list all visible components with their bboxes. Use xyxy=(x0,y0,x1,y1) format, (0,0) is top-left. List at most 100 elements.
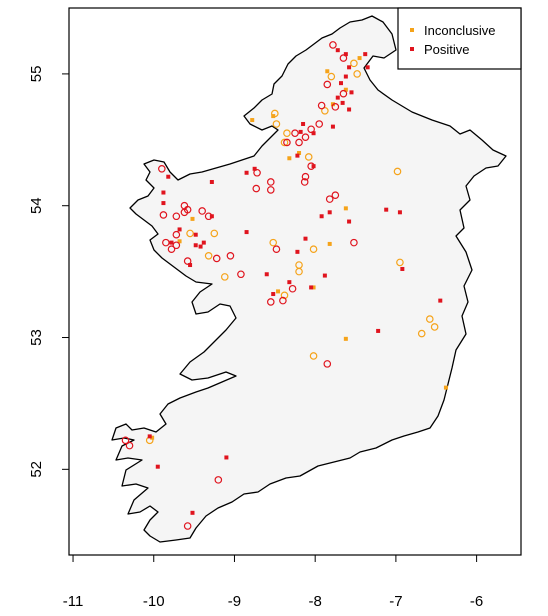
point-positive-filled xyxy=(347,107,352,112)
point-positive-filled xyxy=(147,434,152,439)
point-positive-hollow xyxy=(183,205,192,214)
point-positive-hollow xyxy=(159,211,168,219)
point-positive-hollow xyxy=(172,230,181,239)
point-positive-filled xyxy=(169,240,174,245)
point-positive-hollow xyxy=(158,165,166,173)
point-positive-filled xyxy=(335,95,340,100)
point-positive-filled xyxy=(343,52,348,57)
point-inconclusive-hollow xyxy=(350,59,358,68)
point-positive-hollow xyxy=(198,207,206,215)
point-positive-filled xyxy=(400,266,405,271)
point-positive-filled xyxy=(209,214,214,219)
point-positive-hollow xyxy=(300,178,309,186)
plot-frame xyxy=(68,7,522,556)
y-tick-label: 53 xyxy=(28,329,45,346)
point-inconclusive-filled xyxy=(343,87,348,92)
point-positive-hollow xyxy=(350,238,358,247)
point-inconclusive-hollow xyxy=(417,329,426,338)
point-positive-filled xyxy=(335,48,340,53)
point-positive-hollow xyxy=(331,191,340,199)
point-positive-hollow xyxy=(183,522,192,530)
point-inconclusive-hollow xyxy=(280,291,289,300)
point-positive-filled xyxy=(330,124,335,129)
point-positive-hollow xyxy=(301,172,310,181)
point-positive-filled xyxy=(193,243,198,248)
point-positive-filled xyxy=(347,219,352,224)
point-positive-filled xyxy=(190,510,195,515)
y-tick-label: 52 xyxy=(28,461,45,478)
point-positive-filled xyxy=(340,100,345,105)
point-positive-filled xyxy=(295,153,300,158)
point-positive-hollow xyxy=(288,284,297,293)
point-positive-filled xyxy=(347,65,352,70)
point-positive-hollow xyxy=(172,212,181,221)
x-axis: -11 -10 -9 -8 -7 -6 xyxy=(63,555,483,610)
y-tick-label: 55 xyxy=(28,66,45,83)
point-positive-filled xyxy=(177,227,182,232)
point-positive-filled xyxy=(295,249,300,254)
point-positive-hollow xyxy=(295,138,303,147)
point-positive-hollow xyxy=(283,138,291,147)
point-inconclusive-filled xyxy=(190,216,195,221)
data-points xyxy=(121,41,448,530)
point-positive-filled xyxy=(384,207,389,212)
x-tick-label: -10 xyxy=(143,593,165,610)
point-positive-hollow xyxy=(125,441,134,450)
point-positive-filled xyxy=(322,273,327,278)
legend-swatch-inconclusive xyxy=(410,28,414,32)
point-inconclusive-hollow xyxy=(210,229,219,238)
point-inconclusive-filled xyxy=(271,114,276,119)
point-positive-hollow xyxy=(162,238,170,247)
point-positive-filled xyxy=(303,236,308,241)
point-positive-filled xyxy=(193,232,198,237)
x-tick-label: -8 xyxy=(309,593,322,610)
point-positive-filled xyxy=(349,90,354,95)
point-positive-filled xyxy=(201,240,206,245)
point-positive-hollow xyxy=(253,168,261,177)
point-inconclusive-hollow xyxy=(280,138,289,147)
legend-label-positive: Positive xyxy=(424,42,470,57)
point-positive-hollow xyxy=(307,125,315,134)
x-tick-label: -9 xyxy=(228,593,241,610)
point-inconclusive-hollow xyxy=(353,70,361,78)
point-inconclusive-hollow xyxy=(272,120,281,128)
point-inconclusive-filled xyxy=(343,336,348,341)
legend-swatch-positive xyxy=(410,47,414,51)
point-positive-hollow xyxy=(325,195,334,203)
point-positive-filled xyxy=(327,210,332,215)
point-inconclusive-filled xyxy=(250,118,255,123)
point-positive-hollow xyxy=(301,133,310,141)
point-inconclusive-filled xyxy=(343,206,348,211)
point-positive-filled xyxy=(188,263,193,268)
point-positive-hollow xyxy=(121,436,130,445)
point-inconclusive-hollow xyxy=(309,352,318,360)
point-positive-filled xyxy=(309,285,314,290)
point-inconclusive-hollow xyxy=(283,129,291,138)
x-tick-label: -11 xyxy=(63,593,84,610)
point-positive-hollow xyxy=(183,257,192,265)
y-axis: 52 53 54 55 xyxy=(28,66,69,478)
point-positive-filled xyxy=(244,230,249,235)
point-inconclusive-hollow xyxy=(393,167,402,176)
point-inconclusive-hollow xyxy=(220,273,229,281)
point-positive-hollow xyxy=(226,251,235,260)
point-inconclusive-filled xyxy=(357,56,362,61)
point-inconclusive-hollow xyxy=(425,315,434,323)
point-inconclusive-hollow xyxy=(295,267,303,276)
point-inconclusive-filled xyxy=(327,241,332,246)
point-positive-hollow xyxy=(167,245,176,254)
point-positive-filled xyxy=(271,292,276,297)
ireland-landmass xyxy=(111,15,507,543)
point-positive-hollow xyxy=(291,129,299,138)
point-inconclusive-filled xyxy=(325,69,330,74)
point-positive-hollow xyxy=(266,178,275,186)
point-positive-filled xyxy=(363,52,368,57)
point-positive-hollow xyxy=(266,186,275,194)
point-positive-filled xyxy=(155,464,160,469)
point-positive-filled xyxy=(298,129,303,134)
point-positive-filled xyxy=(397,210,402,215)
legend: Inconclusive Positive xyxy=(397,7,522,70)
point-positive-filled xyxy=(244,170,249,175)
point-positive-filled xyxy=(252,166,257,171)
